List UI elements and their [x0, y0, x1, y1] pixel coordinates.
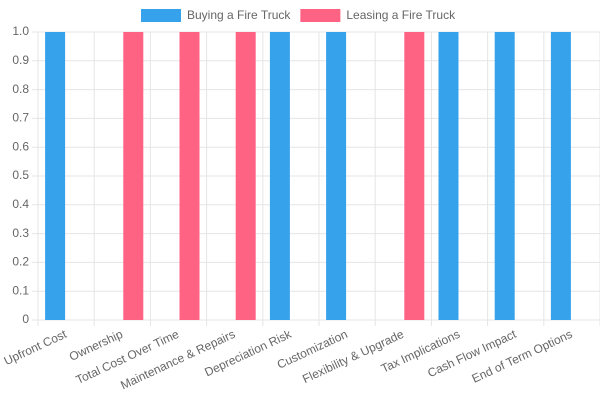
x-tick-label: Flexibility & Upgrade: [300, 327, 406, 386]
y-tick-label: 0.7: [12, 111, 29, 125]
bar: [438, 32, 459, 320]
y-tick-label: 0.9: [12, 53, 29, 67]
bar: [494, 32, 515, 320]
bar: [550, 32, 571, 320]
y-tick-label: 1.0: [12, 24, 29, 38]
bar: [404, 32, 425, 320]
y-tick-label: 0: [22, 312, 29, 326]
legend-swatch: [141, 9, 181, 22]
y-tick-label: 0.6: [12, 139, 29, 153]
bar: [179, 32, 200, 320]
y-tick-label: 0.3: [12, 226, 29, 240]
x-tick-label: Upfront Cost: [2, 327, 70, 368]
y-tick-label: 0.4: [12, 197, 29, 211]
bar: [123, 32, 144, 320]
bar: [326, 32, 347, 320]
legend-swatch: [300, 9, 341, 22]
legend-label: Leasing a Fire Truck: [346, 8, 456, 22]
bar: [45, 32, 66, 320]
bar: [235, 32, 256, 320]
y-tick-label: 0.2: [12, 255, 29, 269]
x-tick-label: End of Term Options: [470, 327, 575, 386]
y-tick-label: 0.1: [12, 283, 29, 297]
y-tick-label: 0.8: [12, 82, 29, 96]
legend-label: Buying a Fire Truck: [187, 8, 291, 22]
bar: [269, 32, 290, 320]
y-tick-label: 0.5: [12, 168, 29, 182]
